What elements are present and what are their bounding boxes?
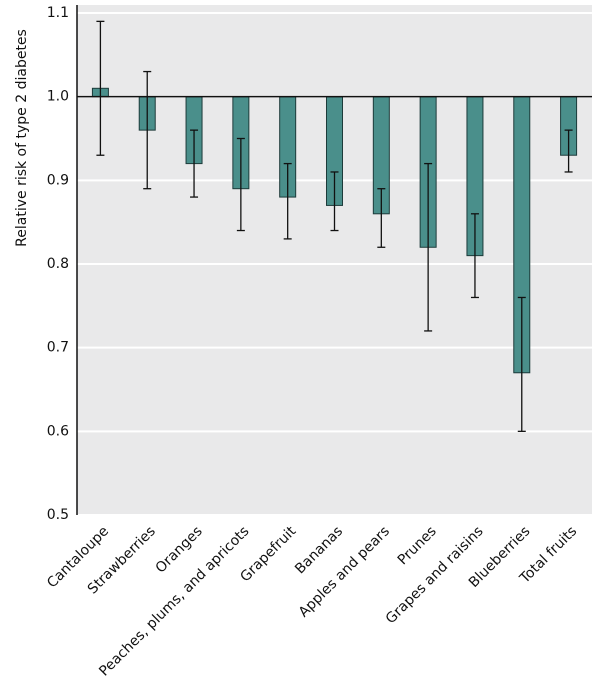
error-bar	[330, 171, 339, 232]
error-bar	[517, 296, 526, 432]
error-bar	[190, 129, 199, 198]
error-bar	[236, 137, 245, 232]
y-tick-label: 0.9	[47, 172, 69, 188]
y-tick-label: 0.7	[47, 340, 69, 356]
error-bar	[424, 162, 433, 332]
y-tick-label: 0.6	[47, 423, 69, 439]
error-bar	[283, 162, 292, 240]
error-bar	[143, 70, 152, 190]
y-tick-label: 1.0	[47, 89, 69, 105]
y-tick-label: 1.1	[47, 5, 69, 21]
plot-background	[77, 5, 592, 515]
x-tick-label: Apples and pears	[296, 523, 393, 620]
y-tick-label: 0.5	[47, 507, 69, 523]
x-tick-label: Prunes	[395, 523, 440, 568]
error-bar	[564, 129, 573, 173]
y-tick-label: 0.8	[47, 256, 69, 272]
y-axis-label: Relative risk of type 2 diabetes	[14, 29, 30, 247]
error-bar	[470, 213, 479, 299]
error-bar	[96, 20, 105, 156]
error-bar	[377, 188, 386, 248]
